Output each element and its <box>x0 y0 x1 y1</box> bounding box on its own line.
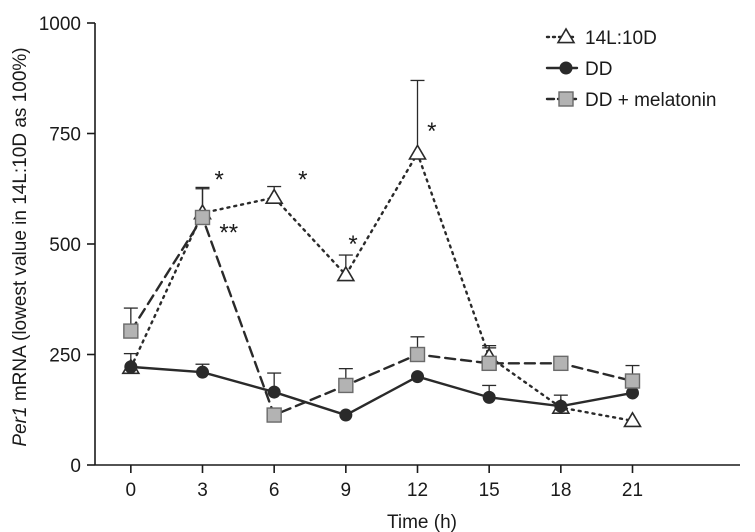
data-point <box>123 323 139 339</box>
data-point <box>411 370 424 384</box>
data-point <box>624 373 641 389</box>
data-point <box>409 346 426 363</box>
data-point <box>408 143 427 160</box>
data-point <box>481 355 497 372</box>
x-axis-title: Time (h) <box>387 512 457 532</box>
x-tick-label: 15 <box>479 480 500 501</box>
data-point <box>623 411 642 428</box>
data-point <box>264 188 284 204</box>
x-tick-label: 12 <box>407 480 428 501</box>
series-line-1 <box>129 365 634 417</box>
y-tick-label: 250 <box>49 346 81 367</box>
legend-marker <box>559 61 573 75</box>
significance-mark: * <box>215 167 224 194</box>
significance-mark: ** <box>219 220 238 247</box>
legend-marker <box>556 27 576 44</box>
x-tick-label: 9 <box>341 480 352 501</box>
legend-label: DD <box>585 59 612 80</box>
x-tick-label: 6 <box>269 480 280 501</box>
y-axis-title-italic: Per1 <box>10 406 31 446</box>
y-tick-label: 750 <box>49 125 81 146</box>
y-tick-label: 0 <box>70 456 81 477</box>
data-point <box>554 399 568 413</box>
x-tick-label: 3 <box>197 480 208 501</box>
data-point <box>482 390 496 404</box>
x-tick-label: 0 <box>126 480 137 501</box>
data-point <box>194 209 211 226</box>
legend-label: 14L:10D <box>585 28 657 49</box>
x-tick-label: 18 <box>550 480 571 501</box>
legend-marker <box>558 91 574 107</box>
data-point <box>267 385 281 399</box>
series-line-0 <box>129 150 634 422</box>
data-point <box>553 355 569 372</box>
data-point <box>336 265 356 282</box>
tick-group: 0 3 6 9 12 15 18 21 0 250 500 750 1000 <box>39 14 643 501</box>
data-point <box>124 360 138 374</box>
data-point <box>266 407 282 423</box>
data-point <box>196 365 209 379</box>
series-markers <box>121 143 642 428</box>
series-lines <box>129 150 634 422</box>
significance-mark: * <box>298 167 307 194</box>
y-tick-label: 1000 <box>39 14 81 35</box>
data-point <box>339 408 353 422</box>
significance-annotations: ****** <box>215 118 437 258</box>
legend-label: DD + melatonin <box>585 90 716 111</box>
x-tick-label: 21 <box>622 480 643 501</box>
legend: 14L:10D DD DD + melatonin <box>545 27 716 111</box>
y-tick-label: 500 <box>49 235 81 256</box>
series-line-2 <box>129 214 634 417</box>
data-point <box>626 386 639 400</box>
significance-mark: * <box>348 231 357 258</box>
significance-mark: * <box>427 118 436 145</box>
y-axis-title-rest: mRNA (lowest value in 14L:10D as 100%) <box>10 47 31 406</box>
y-axis-title: Per1 mRNA (lowest value in 14L:10D as 10… <box>10 47 31 446</box>
data-point <box>338 377 354 394</box>
